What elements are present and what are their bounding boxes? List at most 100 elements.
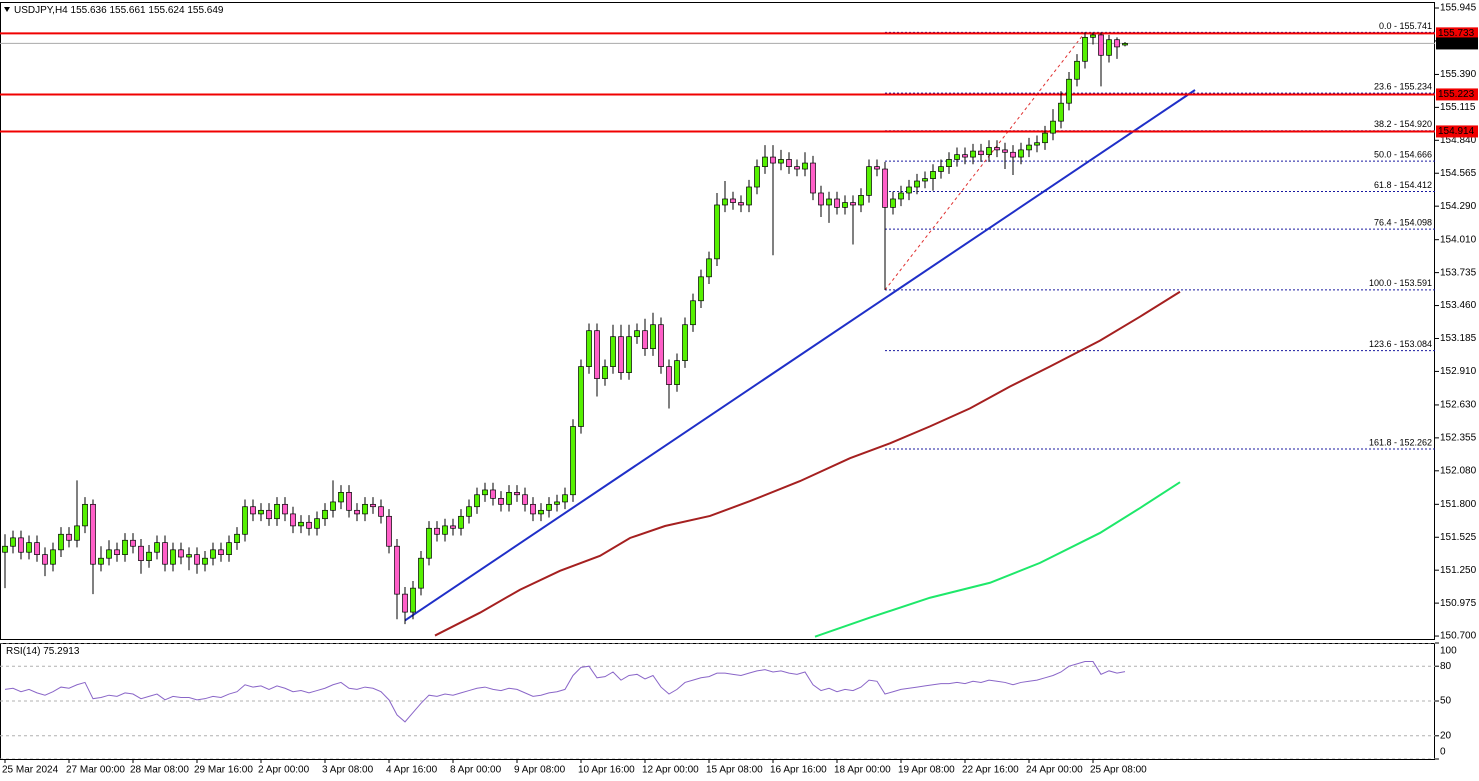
candle-body: [522, 494, 528, 505]
candle-body: [906, 186, 912, 194]
y-tick-label: 151.525: [1440, 532, 1477, 543]
symbol: USDJPY,H4: [14, 5, 68, 16]
candle-body: [1074, 60, 1080, 80]
candle-body: [2, 545, 8, 553]
main-plot: 0.0 - 155.741 23.6 - 155.234 38.2 - 154.92…: [0, 21, 1435, 638]
candle-body: [122, 539, 128, 555]
level-price-label: 155.733: [1438, 28, 1475, 39]
fib-label: 38.2 - 154.920: [1374, 119, 1432, 129]
y-tick-label: 155.115: [1440, 102, 1476, 113]
fib-label: 61.8 - 154.412: [1374, 180, 1432, 190]
candle-body: [546, 503, 552, 511]
candle-body: [290, 513, 296, 527]
candle-body: [234, 533, 240, 543]
trend-line: [404, 89, 1196, 622]
candle-body: [810, 162, 816, 194]
candle-body: [882, 168, 888, 208]
candle-body: [202, 557, 208, 565]
y-tick-label: 150.700: [1440, 631, 1477, 642]
candle-body: [1002, 149, 1008, 153]
y-tick-label: 151.250: [1440, 565, 1477, 576]
y-tick-label: 154.010: [1440, 234, 1477, 245]
candle-body: [434, 527, 440, 535]
candle-body: [1122, 43, 1128, 46]
candle-body: [706, 258, 712, 278]
level-price-box: [1436, 88, 1478, 101]
candle-body: [1106, 39, 1112, 56]
candle-body: [282, 503, 288, 515]
candle-body: [570, 426, 576, 496]
candle-body: [610, 336, 616, 367]
candle-body: [490, 489, 496, 499]
candle-body: [74, 525, 80, 541]
candle-body: [410, 587, 416, 613]
candle-body: [898, 192, 904, 200]
x-tick-label: 19 Apr 08:00: [898, 765, 955, 776]
candle-body: [794, 166, 800, 170]
candle-body: [242, 506, 248, 535]
candle-body: [914, 180, 920, 188]
candle-body: [1066, 78, 1072, 104]
candle-body: [786, 159, 792, 167]
level-price-box: [1436, 125, 1478, 138]
current-price-box: [1436, 37, 1478, 50]
candle-body: [1114, 39, 1120, 48]
candle-body: [1058, 102, 1064, 122]
candle-body: [674, 360, 680, 385]
candle-body: [10, 537, 16, 547]
rsi-name: RSI(14): [6, 646, 40, 657]
rsi-y-tick-label: 0: [1440, 747, 1446, 758]
candle-body: [1034, 142, 1040, 146]
candle-body: [170, 549, 176, 565]
candle-body: [826, 198, 832, 206]
candle-body: [730, 198, 736, 203]
candle-body: [354, 509, 360, 515]
candle-body: [346, 492, 352, 511]
last-open: 155.636: [71, 5, 108, 16]
candle-body: [378, 506, 384, 517]
candle-body: [650, 324, 656, 350]
candle-body: [890, 198, 896, 208]
rsi-y-tick-label: 100: [1440, 646, 1457, 657]
y-tick-label: 154.840: [1440, 135, 1477, 146]
y-tick-label: 152.910: [1440, 366, 1477, 377]
candle-body: [82, 503, 88, 527]
candle-body: [954, 154, 960, 160]
candle-body: [618, 336, 624, 373]
candle-body: [138, 545, 144, 561]
candle-body: [666, 366, 672, 385]
candle-body: [146, 551, 152, 561]
main-panel-border: [0, 2, 1435, 640]
candle-body: [802, 162, 808, 170]
fib-label: 123.6 - 153.084: [1369, 339, 1432, 349]
candle-body: [306, 521, 312, 529]
candle-body: [642, 330, 648, 350]
candle-body: [698, 276, 704, 302]
x-tick-label: 18 Apr 00:00: [834, 765, 891, 776]
candle-body: [218, 549, 224, 555]
rsi-line: [4, 661, 1126, 723]
x-tick-label: 10 Apr 16:00: [578, 765, 635, 776]
candle-body: [90, 503, 96, 565]
moving-average: [434, 290, 1181, 637]
candle-body: [18, 537, 24, 553]
candle-body: [762, 156, 768, 167]
y-tick-label: 154.290: [1440, 201, 1477, 212]
last-high: 155.661: [109, 5, 146, 16]
candle-body: [778, 159, 784, 164]
fib-swing-line: [884, 32, 1086, 291]
candle-body: [514, 492, 520, 496]
candle-body: [34, 542, 40, 555]
candle-body: [298, 521, 304, 527]
x-tick-label: 15 Apr 08:00: [706, 765, 763, 776]
candle-body: [178, 549, 184, 558]
candle-body: [530, 503, 536, 515]
candle-body: [58, 533, 64, 551]
x-tick-label: 9 Apr 08:00: [514, 765, 566, 776]
candle-body: [370, 503, 376, 508]
level-price-label: 155.223: [1438, 89, 1475, 100]
candle-body: [186, 554, 192, 558]
rsi-y-tick-label: 50: [1440, 696, 1452, 707]
candle-body: [594, 330, 600, 379]
x-tick-label: 25 Mar 2024: [2, 765, 59, 776]
